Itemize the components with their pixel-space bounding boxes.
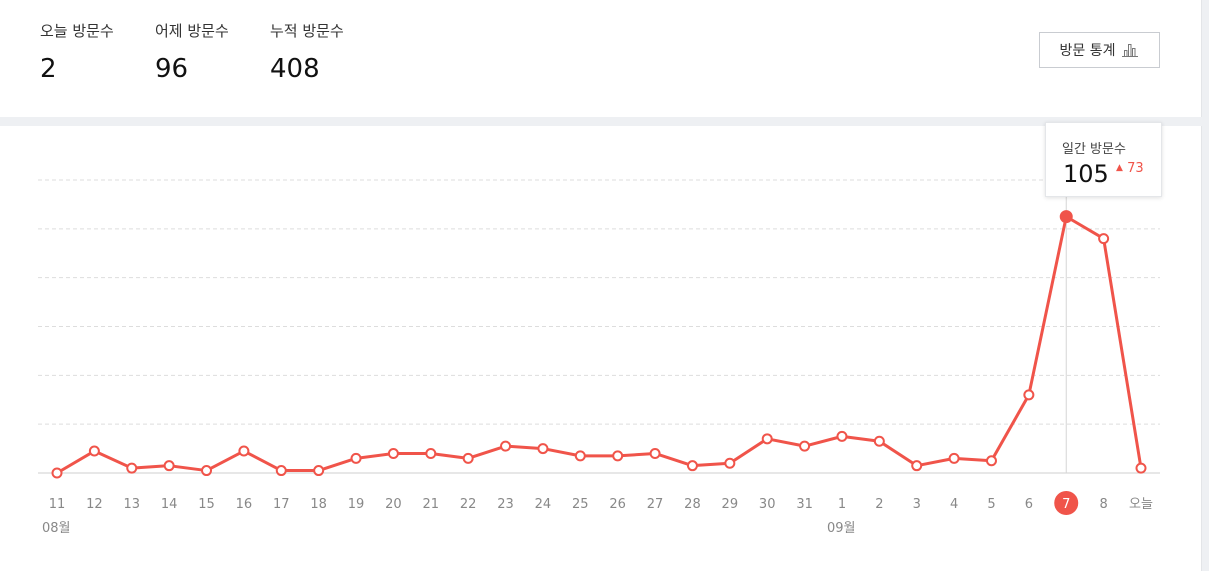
- today-visits-value: 2: [40, 54, 57, 84]
- x-tick-label: 23: [497, 497, 514, 512]
- bar-chart-icon: [1122, 44, 1139, 57]
- data-point: [799, 440, 811, 452]
- x-tick-label: 13: [123, 497, 140, 512]
- x-tick-label: 7: [1062, 497, 1070, 512]
- data-point: [350, 452, 362, 464]
- tick-highlight-badge: [1054, 491, 1079, 515]
- x-tick-label: 28: [684, 497, 701, 512]
- x-tick-label: 18: [310, 497, 327, 512]
- x-tick-label: 25: [572, 497, 589, 512]
- x-tick-label: 15: [198, 497, 215, 512]
- x-tick-label: 31: [796, 497, 813, 512]
- data-point: [387, 447, 399, 459]
- x-tick-label: 12: [86, 497, 103, 512]
- data-point: [873, 435, 885, 447]
- month-label: 09월: [827, 521, 856, 536]
- visit-stats-button-label: 방문 통계: [1059, 43, 1116, 59]
- month-label: 08월: [42, 521, 71, 536]
- x-tick-label: 1: [838, 497, 846, 512]
- data-point: [51, 467, 63, 479]
- summary-card: 오늘 방문수 2 어제 방문수 96 누적 방문수 408 방문 통계: [0, 0, 1202, 117]
- data-point: [911, 460, 923, 472]
- data-point: [1023, 389, 1035, 401]
- tooltip-value: 105: [1063, 160, 1109, 188]
- data-point-highlight: [1059, 210, 1073, 224]
- data-point: [649, 447, 661, 459]
- x-tick-label: 26: [609, 497, 626, 512]
- data-point: [313, 465, 325, 477]
- data-point: [1135, 462, 1147, 474]
- data-point: [425, 447, 437, 459]
- x-tick-label: 19: [348, 497, 365, 512]
- x-tick-label: 11: [49, 497, 66, 512]
- tooltip-delta-value: 73: [1127, 161, 1144, 176]
- x-tick-label: 8: [1099, 497, 1107, 512]
- x-tick-label: 오늘: [1129, 497, 1153, 512]
- x-tick-label: 6: [1025, 497, 1033, 512]
- x-tick-label: 2: [875, 497, 883, 512]
- series-line: [56, 215, 1143, 475]
- tooltip-delta: ▲ 73: [1116, 161, 1144, 176]
- x-tick-label: 24: [535, 497, 552, 512]
- data-point: [163, 460, 175, 472]
- x-tick-label: 16: [236, 497, 253, 512]
- x-tick-label: 30: [759, 497, 776, 512]
- x-tick-label: 22: [460, 497, 477, 512]
- data-point: [1098, 233, 1110, 245]
- data-point: [462, 452, 474, 464]
- visit-stats-button[interactable]: 방문 통계: [1039, 32, 1160, 68]
- data-point: [761, 433, 773, 445]
- data-point: [88, 445, 100, 457]
- total-visits: 누적 방문수 408: [270, 20, 344, 84]
- yesterday-visits-value: 96: [155, 54, 189, 84]
- x-tick-label: 14: [161, 497, 178, 512]
- total-visits-label: 누적 방문수: [270, 22, 344, 40]
- daily-visits-chart: 11 12 13 14 15 16 17 18 19 20 21 22 23 24 25 26 27 28 29 30…: [0, 126, 1202, 571]
- total-visits-value: 408: [270, 54, 320, 84]
- data-point: [500, 440, 512, 452]
- x-tick-label: 20: [385, 497, 402, 512]
- x-tick-label: 27: [647, 497, 664, 512]
- data-point: [201, 465, 213, 477]
- yesterday-visits-label: 어제 방문수: [155, 22, 229, 40]
- today-visits-label: 오늘 방문수: [40, 22, 114, 40]
- today-visits: 오늘 방문수 2: [40, 20, 114, 84]
- data-point: [126, 462, 138, 474]
- chart-tooltip: 일간 방문수 105 ▲ 73: [1045, 122, 1162, 197]
- data-point: [985, 455, 997, 467]
- x-tick-label: 4: [950, 497, 958, 512]
- data-point: [612, 450, 624, 462]
- data-point: [275, 465, 287, 477]
- x-tick-label: 29: [722, 497, 739, 512]
- data-point: [724, 457, 736, 469]
- data-point: [537, 443, 549, 455]
- tooltip-label: 일간 방문수: [1062, 142, 1126, 157]
- data-point: [686, 460, 698, 472]
- triangle-up-icon: ▲: [1116, 163, 1123, 173]
- x-tick-label: 17: [273, 497, 290, 512]
- data-point: [836, 430, 848, 442]
- data-point: [238, 445, 250, 457]
- x-tick-label: 21: [423, 497, 440, 512]
- x-tick-label: 5: [987, 497, 995, 512]
- line-chart: 11 12 13 14 15 16 17 18 19 20 21 22 23 24 25 26 27 28 29 30…: [38, 126, 1160, 536]
- yesterday-visits: 어제 방문수 96: [155, 20, 229, 84]
- data-point: [574, 450, 586, 462]
- x-tick-label: 3: [913, 497, 921, 512]
- data-point: [948, 452, 960, 464]
